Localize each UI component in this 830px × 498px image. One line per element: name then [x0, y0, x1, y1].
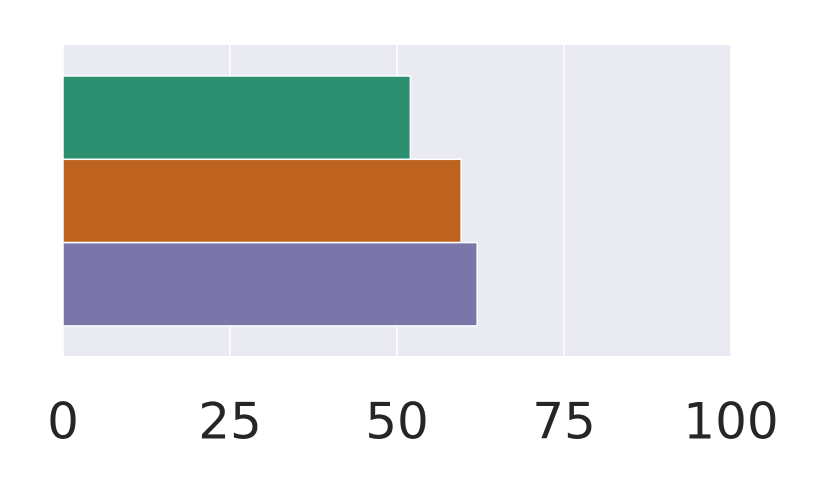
x-tick-label: 0 — [47, 393, 79, 451]
x-tick-label: 100 — [683, 393, 778, 451]
x-tick-label: 75 — [532, 393, 596, 451]
x-tick-label: 50 — [365, 393, 429, 451]
x-tick-label: 25 — [198, 393, 262, 451]
bar — [62, 158, 462, 244]
bar — [62, 75, 412, 161]
bar — [62, 241, 478, 327]
